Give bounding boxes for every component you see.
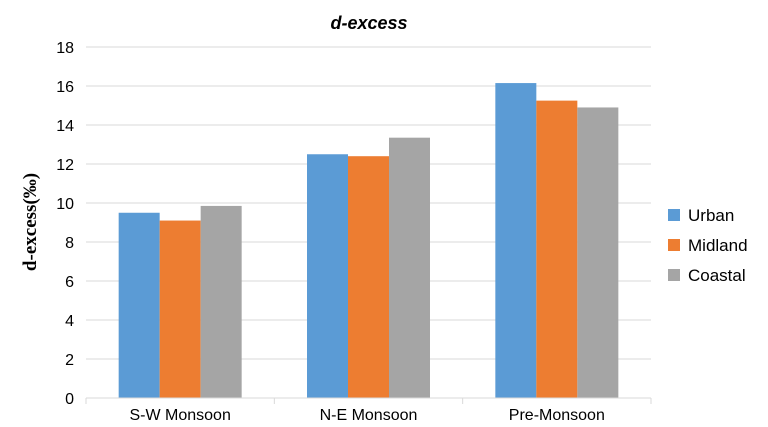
y-tick-label: 4	[65, 313, 74, 330]
y-tick-label: 12	[56, 157, 74, 174]
bar-urban-1	[307, 154, 348, 398]
y-axis-ticks: 0 2 4 6 8 10 12 14 16 18	[56, 40, 74, 408]
bar-midland-2	[536, 100, 578, 398]
chart-title: d-excess	[330, 13, 407, 33]
bar-coastal-1	[389, 137, 430, 399]
x-tick-label: Pre-Monsoon	[509, 407, 605, 424]
x-tick-label: S-W Monsoon	[129, 407, 230, 424]
y-axis-label: d-excess(‰)	[20, 173, 41, 271]
y-tick-label: 14	[56, 118, 74, 135]
y-tick-label: 16	[56, 79, 74, 96]
y-tick-label: 10	[56, 196, 74, 213]
bar-urban-2	[495, 83, 537, 398]
legend-label-midland: Midland	[688, 236, 748, 255]
legend-swatch-coastal	[668, 269, 680, 281]
bar-midland-0	[159, 220, 201, 398]
y-tick-label: 18	[56, 40, 74, 57]
legend: Urban Midland Coastal	[668, 206, 748, 285]
y-tick-label: 0	[65, 391, 74, 408]
legend-label-coastal: Coastal	[688, 266, 746, 285]
legend-swatch-midland	[668, 239, 680, 251]
bar-urban-0	[118, 212, 160, 398]
y-tick-label: 2	[65, 352, 74, 369]
bars	[118, 83, 619, 399]
y-tick-label: 8	[65, 235, 74, 252]
legend-swatch-urban	[668, 209, 680, 221]
x-axis-ticks: S-W Monsoon N-E Monsoon Pre-Monsoon	[85, 398, 652, 424]
legend-label-urban: Urban	[688, 206, 734, 225]
bar-midland-1	[348, 156, 389, 398]
bar-coastal-0	[200, 205, 242, 398]
bar-coastal-2	[577, 107, 619, 398]
y-tick-label: 6	[65, 274, 74, 291]
x-tick-label: N-E Monsoon	[320, 407, 418, 424]
